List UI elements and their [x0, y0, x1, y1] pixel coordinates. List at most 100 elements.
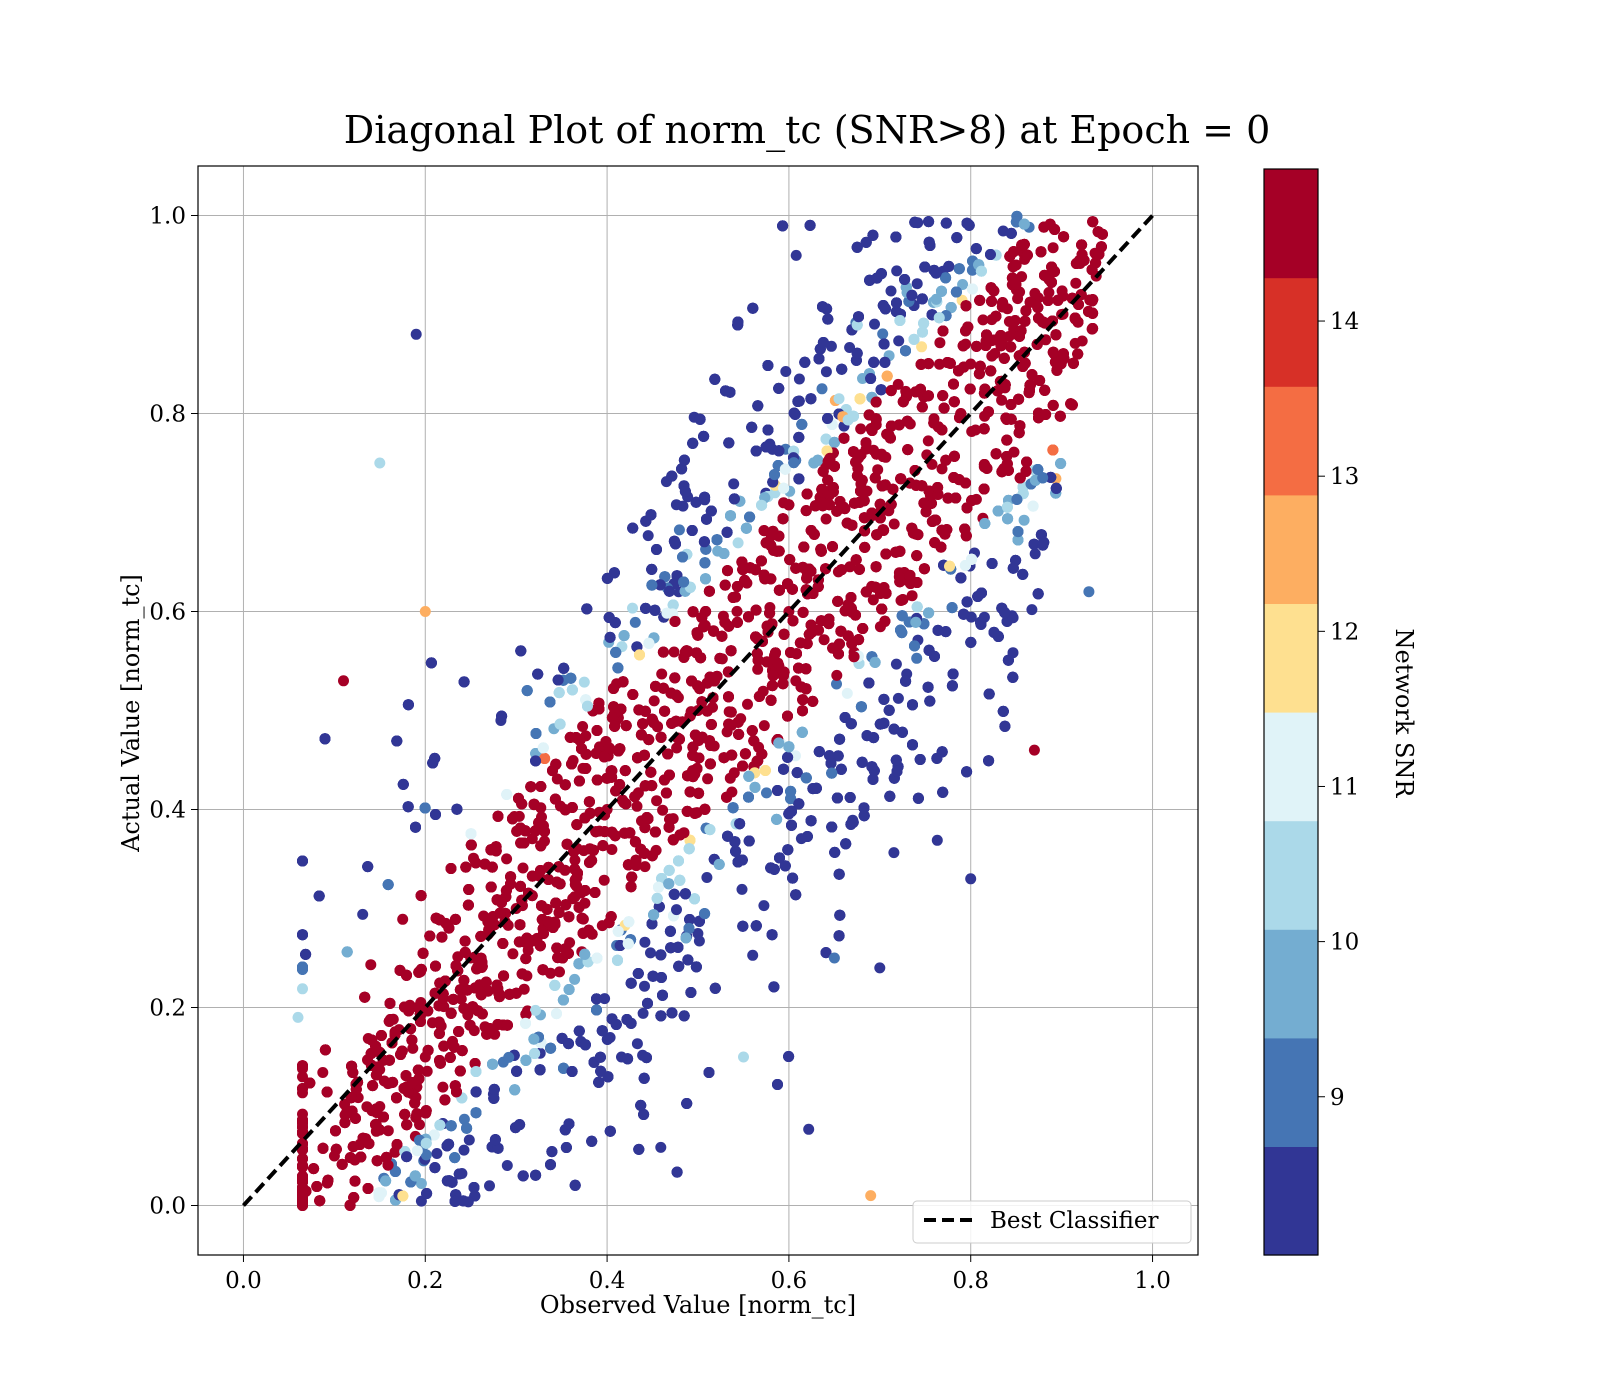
scatter-point — [855, 393, 866, 404]
scatter-point — [633, 968, 644, 979]
scatter-point — [821, 514, 832, 525]
scatter-point — [704, 1067, 715, 1078]
scatter-point — [909, 334, 920, 345]
scatter-point — [520, 1055, 531, 1066]
scatter-point — [584, 857, 595, 868]
scatter-point — [449, 1152, 460, 1163]
scatter-point — [783, 499, 794, 510]
scatter-point — [535, 840, 546, 851]
chart-title: Diagonal Plot of norm_tc (SNR>8) at Epoc… — [344, 108, 1271, 153]
scatter-point — [673, 961, 684, 972]
scatter-point — [702, 773, 713, 784]
scatter-point — [511, 1066, 522, 1077]
scatter-point — [832, 596, 843, 607]
scatter-point — [657, 805, 668, 816]
scatter-point — [983, 755, 994, 766]
scatter-point — [912, 278, 923, 289]
scatter-point — [686, 676, 697, 687]
scatter-point — [460, 936, 471, 947]
scatter-point — [431, 1148, 442, 1159]
scatter-point — [630, 617, 641, 628]
scatter-point — [720, 385, 731, 396]
scatter-point — [1076, 239, 1087, 250]
scatter-point — [681, 1098, 692, 1109]
scatter-point — [923, 435, 934, 446]
scatter-point — [314, 1195, 325, 1206]
scatter-point — [446, 1120, 457, 1131]
scatter-point — [317, 1067, 328, 1078]
scatter-point — [891, 659, 902, 670]
scatter-point — [537, 964, 548, 975]
scatter-point — [814, 746, 825, 757]
scatter-point — [424, 931, 435, 942]
scatter-point — [732, 606, 743, 617]
scatter-point — [461, 1123, 472, 1134]
scatter-point — [806, 525, 817, 536]
scatter-point — [1077, 336, 1088, 347]
scatter-point — [790, 889, 801, 900]
scatter-point — [639, 750, 650, 761]
scatter-point — [297, 856, 308, 867]
scatter-point — [311, 1181, 322, 1192]
scatter-point — [451, 804, 462, 815]
scatter-point — [751, 446, 762, 457]
scatter-point — [665, 926, 676, 937]
scatter-point — [643, 530, 654, 541]
scatter-point — [911, 550, 922, 561]
scatter-point — [797, 727, 808, 738]
scatter-point — [517, 968, 528, 979]
scatter-point — [761, 787, 772, 798]
scatter-point — [965, 637, 976, 648]
scatter-point — [555, 719, 566, 730]
scatter-point — [780, 366, 791, 377]
scatter-point — [949, 396, 960, 407]
scatter-point — [801, 683, 812, 694]
scatter-point — [722, 565, 733, 576]
scatter-point — [725, 773, 736, 784]
scatter-point — [642, 998, 653, 1009]
scatter-point — [622, 1053, 633, 1064]
scatter-point — [567, 684, 578, 695]
scatter-point — [579, 677, 590, 688]
scatter-point — [852, 242, 863, 253]
scatter-point — [322, 1087, 333, 1098]
scatter-point — [459, 1145, 470, 1156]
scatter-point — [1008, 647, 1019, 658]
scatter-point — [658, 647, 669, 658]
scatter-point — [1030, 548, 1041, 559]
scatter-point — [655, 949, 666, 960]
scatter-point — [834, 734, 845, 745]
scatter-point — [917, 402, 928, 413]
scatter-point — [357, 909, 368, 920]
scatter-point — [674, 524, 685, 535]
scatter-point — [791, 250, 802, 261]
scatter-point — [518, 863, 529, 874]
scatter-point — [522, 685, 533, 696]
scatter-point — [554, 687, 565, 698]
scatter-point — [1043, 295, 1054, 306]
scatter-point — [744, 512, 755, 523]
scatter-point — [546, 1146, 557, 1157]
scatter-point — [737, 761, 748, 772]
scatter-point — [934, 337, 945, 348]
scatter-point — [767, 929, 778, 940]
scatter-point — [1048, 242, 1059, 253]
scatter-point — [514, 936, 525, 947]
scatter-point — [584, 796, 595, 807]
scatter-point — [701, 872, 712, 883]
scatter-point — [733, 729, 744, 740]
scatter-point — [487, 1059, 498, 1070]
scatter-point — [740, 748, 751, 759]
scatter-point — [991, 448, 1002, 459]
scatter-point — [1002, 513, 1013, 524]
scatter-point — [754, 691, 765, 702]
scatter-point — [1026, 604, 1037, 615]
scatter-point — [793, 432, 804, 443]
scatter-point — [730, 846, 741, 857]
scatter-point — [535, 781, 546, 792]
scatter-point — [801, 772, 812, 783]
scatter-point — [720, 580, 731, 591]
scatter-point — [778, 483, 789, 494]
scatter-point — [778, 678, 789, 689]
scatter-point — [796, 833, 807, 844]
